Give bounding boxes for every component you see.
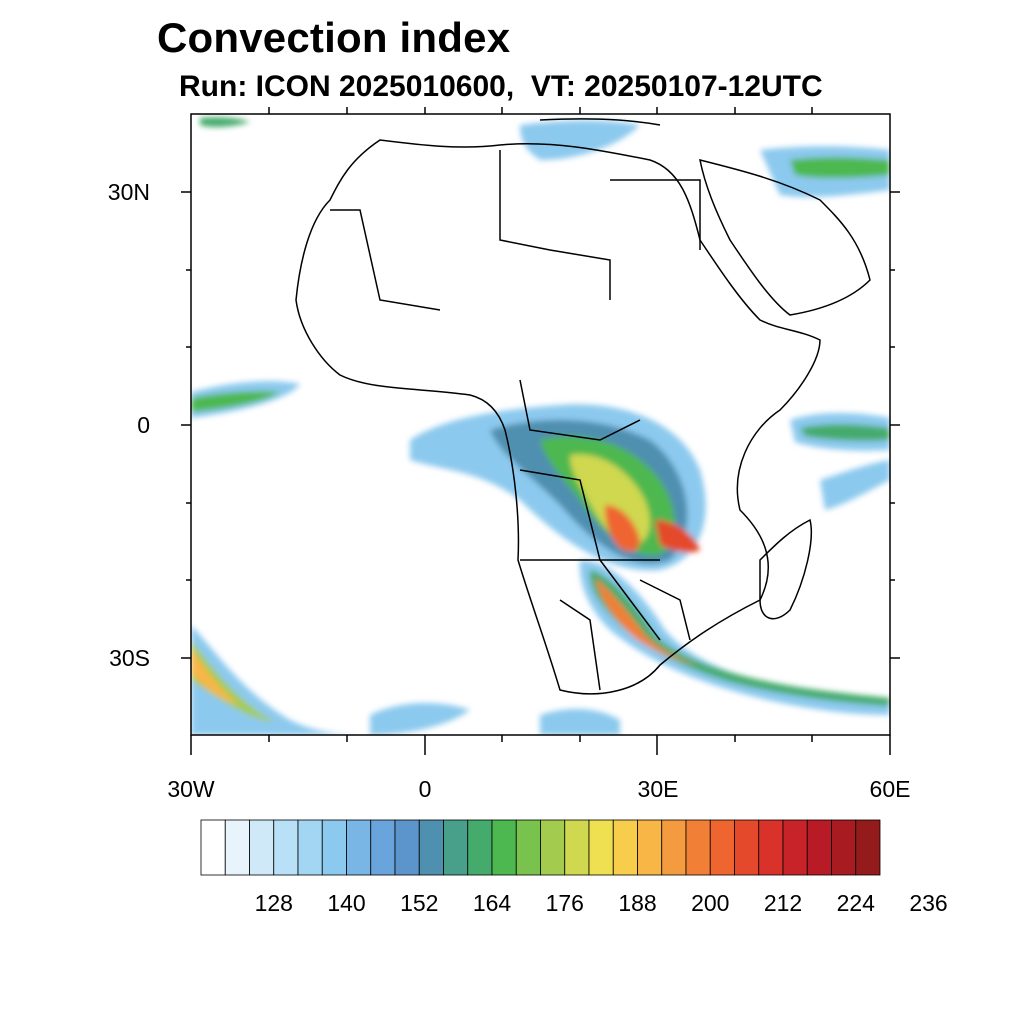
colorbar-swatch [370,819,396,876]
lon-label-30w: 30W [167,776,215,802]
colorbar-swatch [855,819,881,876]
lat-label-30n: 30N [107,179,150,205]
colorbar-swatch [758,819,784,876]
colorbar-swatch [297,819,323,876]
colorbar-label: 140 [327,890,366,916]
colorbar-swatch [273,819,299,876]
colorbar-label: 128 [254,890,293,916]
colorbar-swatch [709,819,735,876]
convection-field [191,117,890,735]
colorbar [200,819,881,876]
colorbar-label: 200 [691,890,730,916]
colorbar-swatch [418,819,444,876]
colorbar-swatch [806,819,832,876]
colorbar-swatch [346,819,372,876]
colorbar-swatch [443,819,469,876]
colorbar-swatch [224,819,250,876]
map-ticks [181,107,900,755]
colorbar-swatch [588,819,614,876]
lat-label-0: 0 [137,412,150,438]
colorbar-swatch [321,819,347,876]
colorbar-label: 224 [836,890,875,916]
colorbar-swatch [467,819,493,876]
lat-label-30s: 30S [109,645,150,671]
colorbar-swatch [734,819,760,876]
colorbar-swatch [612,819,638,876]
colorbar-swatch [515,819,541,876]
colorbar-swatch [249,819,275,876]
map-title: Convection index [157,14,511,61]
colorbar-label: 152 [400,890,439,916]
colorbar-label: 236 [909,890,948,916]
colorbar-label: 176 [545,890,584,916]
colorbar-label: 164 [472,890,512,916]
colorbar-swatch [661,819,687,876]
colorbar-swatch [831,819,857,876]
colorbar-swatch [200,819,226,876]
coastlines [295,118,871,695]
lon-label-30e: 30E [637,776,679,802]
colorbar-swatch [685,819,711,876]
colorbar-swatch [564,819,590,876]
colorbar-label: 212 [763,890,803,916]
colorbar-swatch [782,819,808,876]
lon-label-60e: 60E [869,776,911,802]
lon-label-0: 0 [418,776,432,802]
colorbar-swatch [637,819,663,876]
colorbar-label: 188 [618,890,657,916]
colorbar-swatch [394,819,420,876]
colorbar-swatch [491,819,517,876]
map-subtitle: Run: ICON 2025010600, VT: 20250107-12UTC [179,70,823,103]
colorbar-swatch [540,819,566,876]
